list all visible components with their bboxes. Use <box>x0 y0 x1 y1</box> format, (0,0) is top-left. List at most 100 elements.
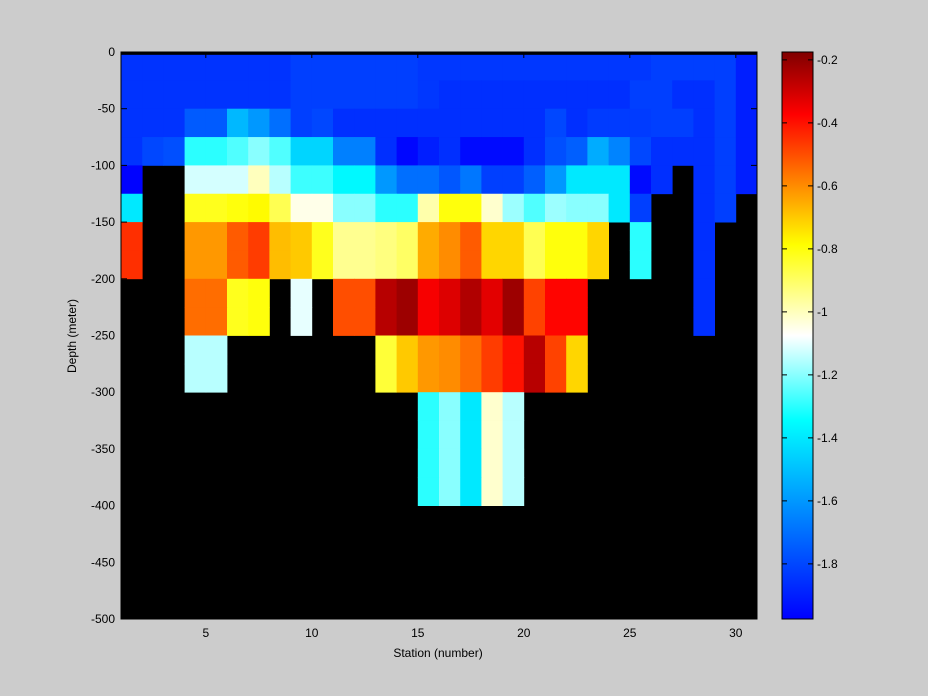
heatmap-cell <box>354 307 376 336</box>
heatmap-cell <box>375 250 397 280</box>
heatmap-cell <box>693 52 715 81</box>
heatmap-cell <box>566 193 588 223</box>
heatmap-cell <box>545 137 567 166</box>
heatmap-cell <box>439 165 461 195</box>
heatmap-cell <box>439 335 461 365</box>
heatmap-cell <box>693 108 715 138</box>
heatmap-cell <box>523 363 546 393</box>
heatmap-cell <box>184 307 207 336</box>
heatmap-cell <box>269 222 291 251</box>
heatmap-cell <box>184 222 207 251</box>
heatmap-cell <box>481 137 503 166</box>
heatmap-cell <box>608 80 631 110</box>
heatmap-cell <box>227 193 249 223</box>
colorbar-tick-label: -0.6 <box>817 179 838 193</box>
heatmap-cell <box>502 137 525 166</box>
heatmap-cell <box>375 222 397 251</box>
heatmap-cell <box>269 80 291 110</box>
heatmap-cell <box>481 335 503 365</box>
y-tick-label: -350 <box>91 442 115 456</box>
heatmap-cell <box>184 363 207 393</box>
heatmap-cell <box>693 307 715 336</box>
heatmap-cell <box>523 80 546 110</box>
heatmap-cell <box>714 165 737 195</box>
heatmap-cell <box>672 80 694 110</box>
x-tick-label: 10 <box>305 626 319 640</box>
heatmap-cell <box>417 108 440 138</box>
heatmap-cell <box>354 222 376 251</box>
heatmap-cell <box>163 52 185 81</box>
heatmap-cell <box>545 108 567 138</box>
heatmap-cell <box>311 52 334 81</box>
heatmap-cell <box>121 193 143 223</box>
heatmap-cell <box>163 80 185 110</box>
heatmap-cell <box>417 392 440 421</box>
heatmap-cell <box>587 80 609 110</box>
heatmap-plot: 5 10 15 20 25 30 0 -50 -100 -150 -200 -250 -300 -350… <box>65 45 758 660</box>
heatmap-cell <box>502 335 525 365</box>
heatmap-cell <box>248 278 270 308</box>
heatmap-cell <box>121 250 143 280</box>
heatmap-cell <box>460 165 482 195</box>
heatmap-cell <box>333 137 355 166</box>
colorbar-tick-label: -1.8 <box>817 557 838 571</box>
heatmap-cell <box>396 250 419 280</box>
heatmap-cell <box>439 363 461 393</box>
heatmap-cell <box>205 278 228 308</box>
heatmap-cell <box>672 52 694 81</box>
heatmap-cell <box>566 165 588 195</box>
heatmap-cell <box>396 363 419 393</box>
heatmap-cell <box>545 193 567 223</box>
heatmap-cell <box>311 108 334 138</box>
heatmap-cell <box>311 250 334 280</box>
heatmap-cell <box>693 165 715 195</box>
heatmap-cell <box>417 165 440 195</box>
heatmap-cell <box>417 307 440 336</box>
heatmap-cell <box>333 250 355 280</box>
heatmap-cell <box>290 278 313 308</box>
heatmap-cell <box>608 165 631 195</box>
heatmap-cell <box>290 193 313 223</box>
heatmap-cell <box>523 108 546 138</box>
heatmap-cell <box>417 477 440 506</box>
heatmap-cell <box>269 250 291 280</box>
heatmap-cell <box>439 448 461 478</box>
heatmap-cell <box>290 80 313 110</box>
heatmap-cells <box>121 52 758 506</box>
heatmap-cell <box>396 222 419 251</box>
heatmap-cell <box>205 307 228 336</box>
heatmap-cell <box>460 477 482 506</box>
heatmap-cell <box>121 80 143 110</box>
colorbar-tick-label: -0.8 <box>817 242 838 256</box>
heatmap-cell <box>587 137 609 166</box>
x-tick-label: 30 <box>729 626 743 640</box>
heatmap-cell <box>566 52 588 81</box>
heatmap-cell <box>714 52 737 81</box>
heatmap-cell <box>396 165 419 195</box>
heatmap-cell <box>523 52 546 81</box>
heatmap-cell <box>523 335 546 365</box>
y-tick-label: -400 <box>91 499 115 513</box>
heatmap-cell <box>693 278 715 308</box>
heatmap-cell <box>566 222 588 251</box>
heatmap-cell <box>227 165 249 195</box>
heatmap-cell <box>566 250 588 280</box>
heatmap-cell <box>439 222 461 251</box>
heatmap-cell <box>502 448 525 478</box>
heatmap-cell <box>354 52 376 81</box>
heatmap-cell <box>629 80 652 110</box>
heatmap-cell <box>587 108 609 138</box>
heatmap-cell <box>248 250 270 280</box>
colorbar-tick-label: -0.4 <box>817 116 838 130</box>
heatmap-cell <box>396 52 419 81</box>
heatmap-cell <box>523 193 546 223</box>
x-tick-label: 25 <box>623 626 637 640</box>
heatmap-cell <box>566 363 588 393</box>
heatmap-cell <box>481 448 503 478</box>
heatmap-cell <box>651 165 673 195</box>
heatmap-cell <box>460 335 482 365</box>
heatmap-cell <box>184 80 207 110</box>
colorbar-tick-label: -1.6 <box>817 494 838 508</box>
heatmap-cell <box>417 193 440 223</box>
heatmap-cell <box>439 278 461 308</box>
